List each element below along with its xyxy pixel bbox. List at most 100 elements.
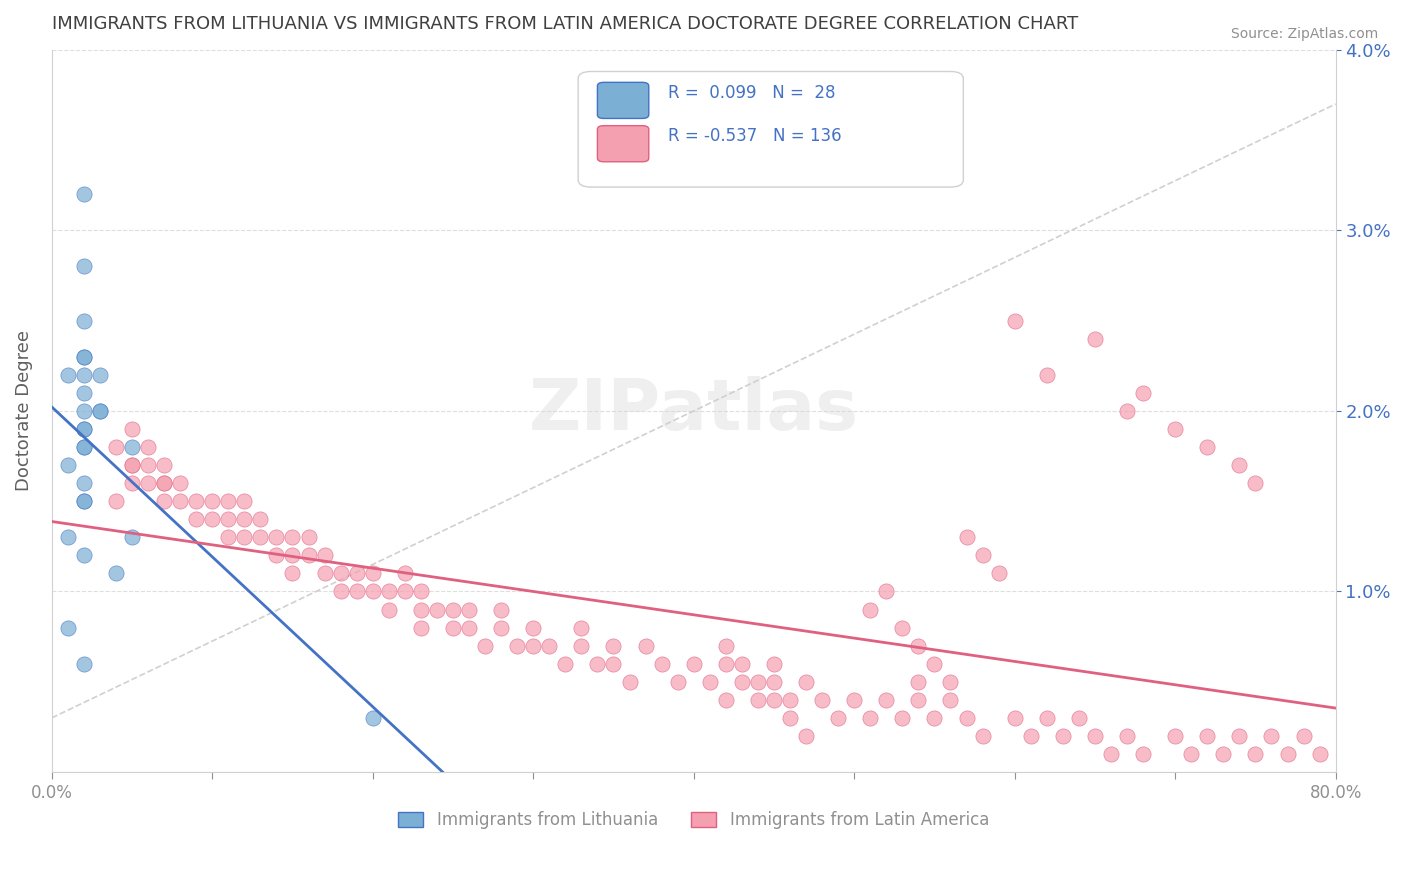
Point	[1164, 729, 1187, 743]
Point	[153, 494, 176, 508]
Point	[329, 584, 352, 599]
Point	[779, 711, 801, 725]
Point	[56, 368, 79, 382]
Point	[474, 639, 496, 653]
Point	[249, 512, 271, 526]
Point	[73, 404, 96, 418]
Point	[1004, 313, 1026, 327]
Point	[1019, 729, 1042, 743]
Point	[314, 549, 336, 563]
Point	[73, 187, 96, 202]
FancyBboxPatch shape	[598, 126, 648, 161]
Point	[201, 494, 224, 508]
Point	[281, 530, 304, 544]
Point	[266, 549, 288, 563]
Point	[394, 566, 416, 581]
Point	[1036, 368, 1059, 382]
Point	[73, 494, 96, 508]
Point	[875, 693, 897, 707]
Point	[361, 711, 384, 725]
Point	[762, 674, 785, 689]
Point	[1227, 458, 1250, 472]
Point	[346, 584, 368, 599]
Point	[939, 674, 962, 689]
Point	[73, 350, 96, 364]
Text: ZIPatlas: ZIPatlas	[529, 376, 859, 445]
Point	[458, 621, 481, 635]
Point	[458, 602, 481, 616]
Point	[249, 530, 271, 544]
Point	[73, 549, 96, 563]
Point	[1244, 747, 1267, 761]
Point	[121, 476, 143, 491]
Point	[104, 440, 127, 454]
Point	[73, 494, 96, 508]
Point	[972, 729, 994, 743]
Point	[907, 674, 929, 689]
Point	[73, 657, 96, 671]
Point	[1084, 729, 1107, 743]
Point	[186, 494, 208, 508]
Point	[297, 530, 319, 544]
Point	[489, 621, 512, 635]
Point	[73, 440, 96, 454]
Point	[747, 674, 769, 689]
Point	[619, 674, 641, 689]
Point	[506, 639, 529, 653]
Point	[1116, 729, 1139, 743]
Point	[1099, 747, 1122, 761]
Point	[233, 494, 256, 508]
Point	[682, 657, 704, 671]
Point	[634, 639, 657, 653]
Point	[569, 639, 592, 653]
Point	[891, 621, 914, 635]
Text: R =  0.099   N =  28: R = 0.099 N = 28	[668, 84, 835, 103]
Point	[121, 458, 143, 472]
Point	[859, 711, 882, 725]
Legend: Immigrants from Lithuania, Immigrants from Latin America: Immigrants from Lithuania, Immigrants fr…	[392, 805, 995, 836]
Point	[186, 512, 208, 526]
Point	[891, 711, 914, 725]
Point	[779, 693, 801, 707]
Point	[121, 440, 143, 454]
Point	[281, 566, 304, 581]
Point	[73, 476, 96, 491]
Point	[762, 693, 785, 707]
Point	[314, 566, 336, 581]
Point	[346, 566, 368, 581]
Point	[714, 657, 737, 671]
Point	[89, 404, 111, 418]
Point	[1292, 729, 1315, 743]
Point	[731, 674, 754, 689]
Point	[489, 602, 512, 616]
Point	[811, 693, 834, 707]
Point	[1197, 729, 1219, 743]
Point	[233, 512, 256, 526]
Point	[1244, 476, 1267, 491]
Point	[121, 458, 143, 472]
Point	[1164, 422, 1187, 436]
Point	[153, 476, 176, 491]
Text: R = -0.537   N = 136: R = -0.537 N = 136	[668, 128, 842, 145]
Point	[747, 693, 769, 707]
Point	[136, 476, 159, 491]
Point	[217, 494, 239, 508]
Point	[73, 350, 96, 364]
Point	[955, 530, 977, 544]
Point	[104, 566, 127, 581]
Point	[153, 476, 176, 491]
Point	[538, 639, 561, 653]
Point	[378, 602, 401, 616]
Point	[844, 693, 866, 707]
Point	[794, 674, 817, 689]
Point	[121, 422, 143, 436]
Point	[1132, 747, 1154, 761]
Point	[169, 494, 191, 508]
Point	[955, 711, 977, 725]
Point	[924, 711, 946, 725]
Point	[699, 674, 721, 689]
Point	[1132, 385, 1154, 400]
Point	[73, 368, 96, 382]
Point	[441, 621, 464, 635]
Point	[89, 368, 111, 382]
